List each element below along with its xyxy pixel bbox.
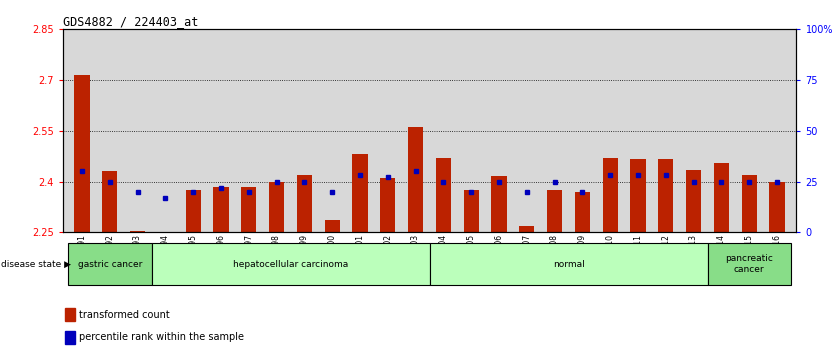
Text: disease state ▶: disease state ▶: [1, 260, 71, 269]
Bar: [464, 190, 479, 232]
Bar: [269, 182, 284, 232]
Bar: [408, 127, 423, 232]
Bar: [324, 220, 340, 232]
Text: hepatocellular carcinoma: hepatocellular carcinoma: [233, 260, 348, 269]
Bar: [185, 190, 201, 232]
Bar: [102, 171, 118, 232]
Text: transformed count: transformed count: [79, 310, 170, 319]
Bar: [152, 243, 430, 285]
Bar: [491, 176, 507, 232]
Text: percentile rank within the sample: percentile rank within the sample: [79, 332, 244, 342]
Bar: [658, 159, 674, 232]
Bar: [297, 175, 312, 232]
Bar: [769, 182, 785, 232]
Bar: [435, 158, 451, 232]
Text: pancreatic
cancer: pancreatic cancer: [726, 254, 773, 274]
Bar: [631, 159, 646, 232]
Text: gastric cancer: gastric cancer: [78, 260, 142, 269]
Bar: [64, 308, 75, 321]
Text: normal: normal: [553, 260, 585, 269]
Bar: [686, 170, 701, 232]
Bar: [214, 187, 229, 232]
Bar: [547, 190, 562, 232]
Bar: [519, 225, 535, 232]
Bar: [602, 158, 618, 232]
Bar: [64, 331, 75, 344]
Bar: [707, 243, 791, 285]
Bar: [74, 75, 90, 232]
Bar: [714, 163, 729, 232]
Bar: [575, 192, 590, 232]
Bar: [741, 175, 757, 232]
Bar: [352, 154, 368, 232]
Bar: [430, 243, 707, 285]
Text: GDS4882 / 224403_at: GDS4882 / 224403_at: [63, 15, 198, 28]
Bar: [380, 178, 395, 232]
Bar: [130, 231, 145, 232]
Bar: [241, 187, 256, 232]
Bar: [68, 243, 152, 285]
